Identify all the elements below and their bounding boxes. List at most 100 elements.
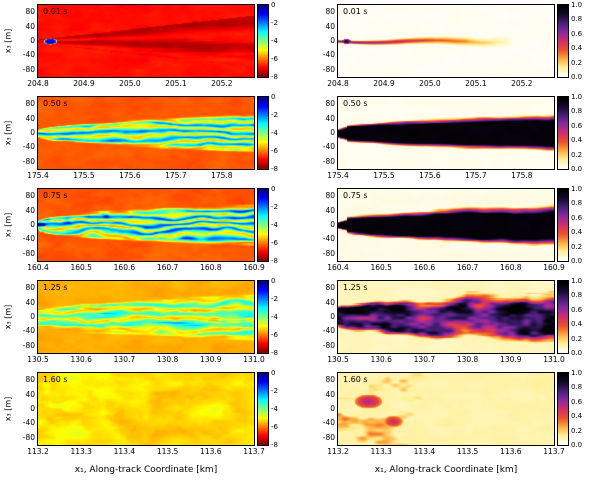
y-tick-label: 80: [25, 283, 35, 293]
y-tick-label: -40: [322, 142, 335, 152]
heatmap-canvas: [38, 281, 254, 353]
x-tick-label: 160.7: [156, 263, 179, 272]
x-tick-label: 130.5: [27, 355, 49, 364]
x-axis-label-right: x₁, Along-track Coordinate [km]: [374, 465, 518, 475]
colorbar-tick-label: 0: [271, 277, 276, 285]
x-tick-label: 205.2: [211, 79, 233, 88]
x-tick-label: 130.9: [200, 355, 222, 364]
colorbar-tick-label: 0.2: [571, 426, 583, 435]
x-tick-label: 113.6: [500, 447, 522, 456]
x-tick-label: 175.8: [511, 171, 533, 180]
y-tick-label: -80: [22, 248, 35, 258]
colorbar-tick-label: 0.6: [571, 397, 583, 406]
y-tick-label: 0: [330, 404, 335, 413]
y-tick-label: 0: [30, 36, 35, 45]
time-annotation: 0.50 s: [43, 99, 68, 108]
y-tick-label: -80: [322, 248, 335, 258]
heatmap-grid: x₃ [m] 80 40 0 -40 -80 0.01 s 204.8 204.9 205.0 20…: [0, 1, 600, 459]
colorbar: 1.0 0.8 0.6 0.4 0.2 0.0: [554, 1, 590, 81]
colorbar-canvas: [557, 280, 569, 354]
heatmap-canvas: [338, 97, 554, 169]
colorbar-tick-label: 0.2: [571, 242, 583, 251]
y-tick-labels: 80 40 0 -40 -80: [314, 5, 338, 77]
y-tick-label: -80: [322, 64, 335, 74]
y-tick-label: 40: [325, 21, 335, 31]
y-axis-title-text: x₃ [m]: [3, 28, 13, 54]
colorbar: 0 -2 -4 -6 -8: [254, 277, 290, 357]
figure-row: x₃ [m] 80 40 0 -40 -80 0.75 s 160.4 160.5 160.6 16…: [2, 185, 600, 275]
figure-row: x₃ [m] 80 40 0 -40 -80 1.60 s 113.2 113.3 113.4 11…: [2, 369, 600, 459]
colorbar-tick-label: -8: [271, 257, 278, 265]
x-tick-label: 175.7: [465, 171, 487, 180]
time-annotation: 1.60 s: [43, 375, 68, 384]
y-tick-label: 40: [25, 21, 35, 31]
y-axis-title: x₃ [m]: [2, 5, 14, 77]
column-spacer: [290, 5, 314, 91]
colorbar-canvas: [557, 188, 569, 262]
y-tick-labels: 80 40 0 -40 -80: [314, 189, 338, 261]
y-tick-label: -80: [22, 64, 35, 74]
y-axis-title-text: x₃ [m]: [3, 120, 13, 146]
colorbar-tick-label: 0.0: [571, 73, 583, 81]
colorbar-tick-label: 0.4: [571, 228, 583, 237]
x-tick-label: 205.1: [165, 79, 187, 88]
x-tick-label: 130.6: [70, 355, 92, 364]
colorbar-tick-label: -2: [271, 295, 278, 303]
colorbar: 0 -2 -4 -6 -8: [254, 185, 290, 265]
colorbar-tick-label: 0.8: [571, 291, 583, 300]
x-tick-labels: 204.8 204.9 205.0 205.1 205.2: [327, 79, 554, 91]
y-axis-title: x₃ [m]: [2, 281, 14, 353]
x-tick-label: 175.7: [165, 171, 187, 180]
heatmap-panel: 0.75 s: [337, 188, 555, 262]
y-tick-labels: 80 40 0 -40 -80: [314, 97, 338, 169]
colorbar-canvas: [257, 280, 269, 354]
column-spacer: [290, 281, 314, 367]
x-tick-label: 204.9: [373, 79, 395, 88]
x-tick-label: 131.0: [243, 355, 265, 364]
x-tick-label: 113.6: [200, 447, 222, 456]
colorbar-tick-label: -2: [271, 19, 278, 27]
y-axis-title-text: x₃ [m]: [3, 212, 13, 238]
y-tick-labels: 80 40 0 -40 -80: [14, 97, 38, 169]
y-tick-label: 80: [325, 375, 335, 385]
x-tick-label: 160.6: [113, 263, 136, 272]
colorbar: 0 -2 -4 -6 -8: [254, 369, 290, 449]
plot-column: 1.25 s 130.5 130.6 130.7 130.8 130.9 131.0: [327, 280, 565, 367]
time-annotation: 0.01 s: [343, 7, 368, 16]
x-tick-label: 175.5: [73, 171, 95, 180]
colorbar-tick-label: 0.0: [571, 441, 583, 449]
x-tick-label: 130.6: [370, 355, 392, 364]
colorbar-tick-label: -6: [271, 423, 278, 431]
colorbar-tick-label: 0.6: [571, 29, 583, 38]
colorbar-tick-label: 1.0: [571, 93, 583, 101]
colorbar: 1.0 0.8 0.6 0.4 0.2 0.0: [554, 185, 590, 265]
y-tick-label: -80: [322, 432, 335, 442]
y-tick-label: 80: [25, 7, 35, 17]
heatmap-panel: 1.60 s: [37, 372, 255, 446]
colorbar-tick-label: 0.8: [571, 199, 583, 208]
colorbar-canvas: [557, 96, 569, 170]
x-tick-labels: 204.8 204.9 205.0 205.1 205.2: [27, 79, 254, 91]
colorbar-canvas: [257, 4, 269, 78]
y-tick-label: 40: [25, 389, 35, 399]
colorbar-tick-label: -6: [271, 147, 278, 155]
x-tick-labels: 175.4 175.5 175.6 175.7 175.8: [327, 171, 554, 183]
x-tick-label: 113.3: [370, 447, 392, 456]
y-tick-label: 80: [325, 99, 335, 109]
x-tick-label: 113.2: [27, 447, 49, 456]
x-tick-label: 160.5: [370, 263, 392, 272]
x-tick-label: 205.2: [511, 79, 533, 88]
plot-column: 1.60 s 113.2 113.3 113.4 113.5 113.6 113.7: [27, 372, 265, 459]
colorbar-tick-label: -2: [271, 111, 278, 119]
y-tick-label: -40: [22, 326, 35, 336]
heatmap-canvas: [338, 373, 554, 445]
colorbar-tick-label: 0.8: [571, 107, 583, 116]
y-tick-label: -40: [22, 418, 35, 428]
x-tick-label: 160.9: [543, 263, 565, 272]
x-tick-label: 130.7: [113, 355, 136, 364]
y-tick-label: 80: [325, 191, 335, 201]
x-tick-labels: 160.4 160.5 160.6 160.7 160.8 160.9: [327, 263, 564, 275]
heatmap-canvas: [38, 189, 254, 261]
y-tick-labels: 80 40 0 -40 -80: [314, 373, 338, 445]
plot-column: 1.25 s 130.5 130.6 130.7 130.8 130.9 131.0: [27, 280, 265, 367]
